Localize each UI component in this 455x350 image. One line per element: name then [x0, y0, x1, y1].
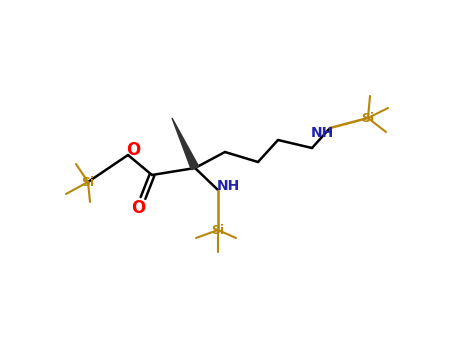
Text: O: O — [126, 141, 140, 159]
Text: O: O — [131, 199, 145, 217]
Text: Si: Si — [212, 224, 225, 237]
Text: NH: NH — [310, 126, 334, 140]
Text: Si: Si — [361, 112, 374, 125]
Text: NH: NH — [217, 179, 240, 193]
Polygon shape — [172, 118, 199, 170]
Text: Si: Si — [81, 175, 95, 189]
